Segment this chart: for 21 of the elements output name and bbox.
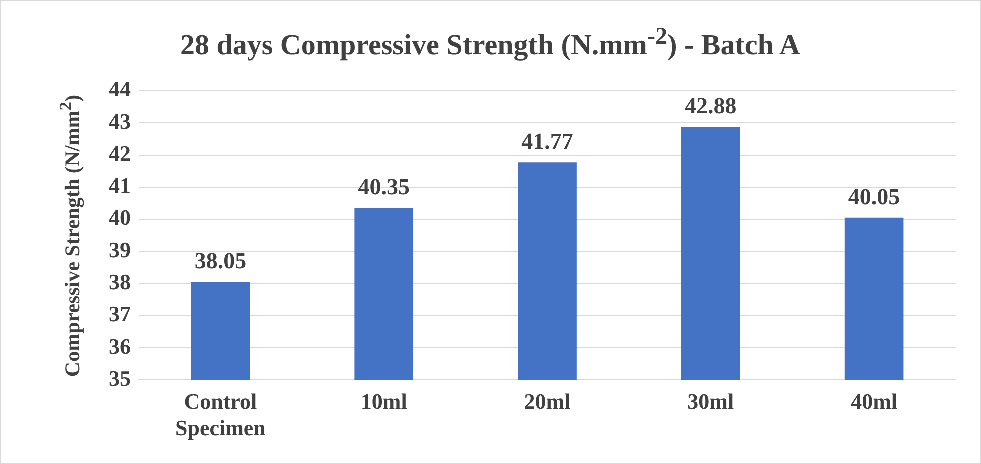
y-tick-label: 38 — [109, 269, 131, 294]
x-tick-label: 20ml — [524, 389, 571, 414]
data-label: 42.88 — [685, 93, 737, 118]
y-tick-label: 37 — [109, 302, 131, 327]
y-tick-label: 42 — [109, 140, 131, 166]
y-tick-label: 41 — [109, 173, 131, 198]
y-tick-label: 39 — [109, 237, 131, 262]
data-label: 40.05 — [848, 184, 900, 210]
y-tick-label: 35 — [109, 366, 131, 391]
chart-title: 28 days Compressive Strength (N.mm$^{-2}$) - Batch A — [180, 23, 802, 63]
x-tick-label: Control Specimen — [175, 389, 266, 440]
y-tick-label: 40 — [109, 205, 131, 230]
data-label: 41.77 — [522, 129, 574, 154]
y-tick-label: 44 — [109, 76, 131, 102]
y-tick-label: 43 — [109, 108, 131, 134]
data-label: 40.35 — [358, 174, 410, 200]
x-tick-label: 10ml — [360, 389, 408, 414]
y-tick-label: 36 — [109, 334, 131, 359]
x-tick-label: 40ml — [851, 389, 898, 414]
data-label: 38.05 — [194, 248, 247, 274]
x-tick-label: 30ml — [688, 389, 734, 414]
